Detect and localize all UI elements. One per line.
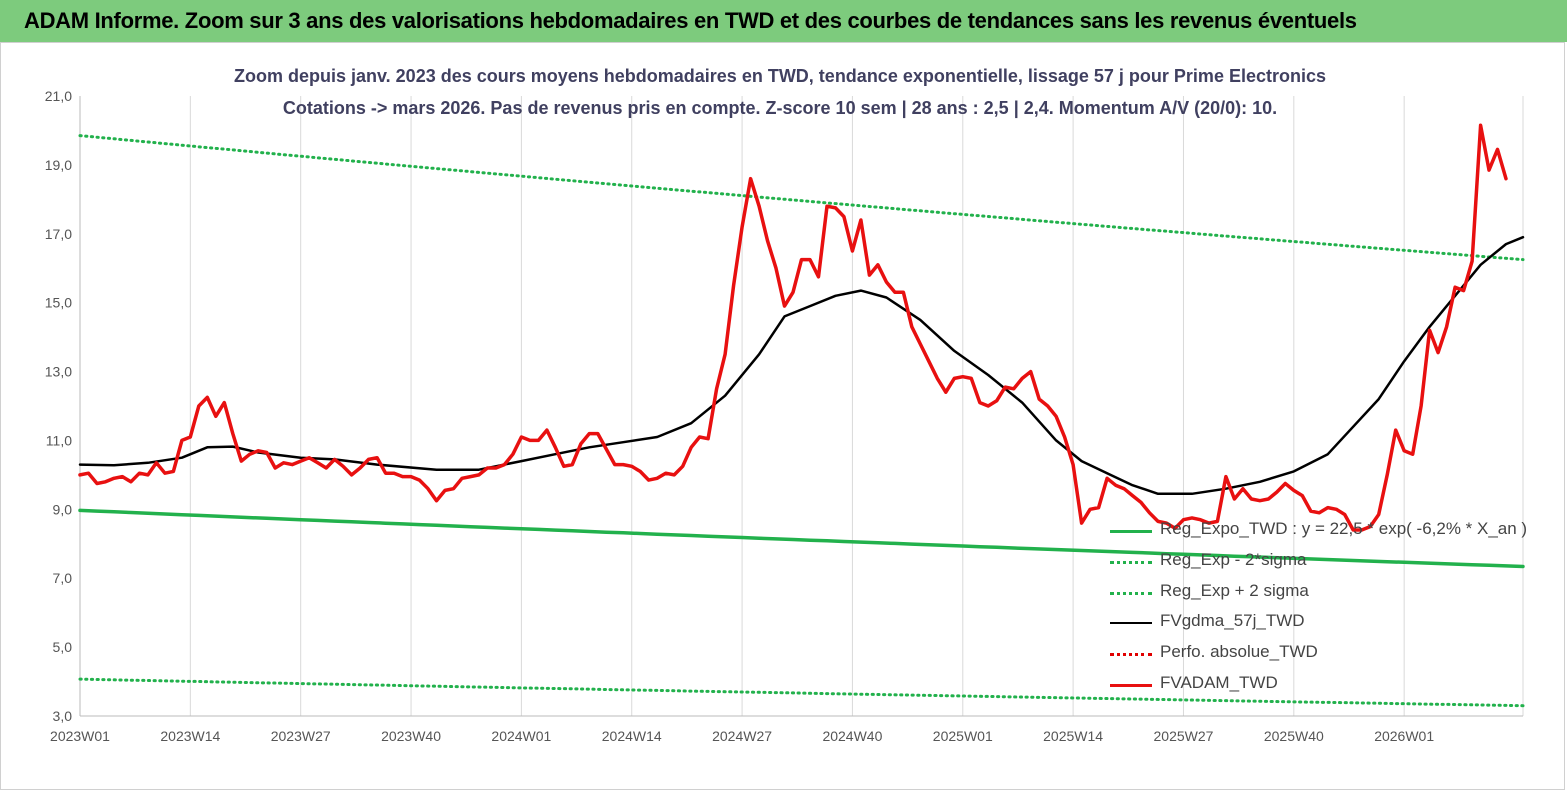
reg-expo-line [78,508,1525,569]
y-tick-label: 9,0 [53,501,73,517]
reg-plus-2sigma-line [78,134,1525,262]
x-tick-label: 2024W27 [712,728,772,744]
legend-item: Reg_Expo_TWD : y = 22,5 * exp( -6,2% * X… [1106,518,1527,549]
chart-frame [0,42,1565,790]
y-tick-label: 3,0 [53,708,73,724]
legend-swatch [1110,530,1152,533]
legend-label: Reg_Expo_TWD : y = 22,5 * exp( -6,2% * X… [1160,519,1528,538]
y-tick-label: 7,0 [53,570,73,586]
legend-item: FVADAM_TWD [1106,672,1446,703]
x-tick-label: 2024W40 [822,728,882,744]
x-tick-label: 2023W40 [381,728,441,744]
reg-minus-2sigma-line [78,677,1525,708]
y-tick-label: 21,0 [45,88,72,104]
y-tick-label: 19,0 [45,157,72,173]
x-tick-label: 2026W01 [1374,728,1434,744]
legend-swatch [1110,591,1152,595]
x-tick-label: 2023W14 [160,728,220,744]
legend-item: Perfo. absolue_TWD [1106,641,1446,672]
x-tick-label: 2023W01 [50,728,110,744]
x-tick-label: 2025W40 [1264,728,1324,744]
x-tick-label: 2025W14 [1043,728,1103,744]
legend-label: Perfo. absolue_TWD [1160,642,1318,662]
legend-label: Reg_Exp - 2*sigma [1160,549,1307,569]
y-tick-label: 15,0 [45,295,72,311]
x-tick-label: 2023W27 [271,728,331,744]
y-tick-label: 11,0 [46,432,72,448]
legend-swatch [1110,653,1152,657]
y-tick-label: 5,0 [53,639,73,655]
legend-swatch [1110,560,1152,564]
report-title: ADAM Informe. Zoom sur 3 ans des valoris… [24,8,1357,33]
y-tick-label: 13,0 [45,364,72,380]
legend-label: FVgdma_57j_TWD [1160,611,1305,631]
legend-swatch [1110,683,1152,687]
legend-item: Reg_Exp - 2*sigma [1106,549,1446,580]
report-banner: ADAM Informe. Zoom sur 3 ans des valoris… [0,0,1567,42]
fvadam-line [78,123,1508,532]
legend-item: Reg_Exp + 2 sigma [1106,580,1446,611]
legend-item: FVgdma_57j_TWD [1106,610,1446,641]
chart-legend: Reg_Expo_TWD : y = 22,5 * exp( -6,2% * X… [1106,518,1527,703]
x-tick-label: 2024W14 [602,728,662,744]
legend-label: Reg_Exp + 2 sigma [1160,580,1309,600]
chart-title: Zoom depuis janv. 2023 des cours moyens … [233,66,1326,86]
legend-label: FVADAM_TWD [1160,672,1278,692]
chart-subtitle: Cotations -> mars 2026. Pas de revenus p… [282,98,1278,118]
x-tick-label: 2025W27 [1154,728,1214,744]
y-tick-label: 17,0 [45,226,72,242]
x-tick-label: 2025W01 [933,728,993,744]
x-tick-label: 2024W01 [491,728,551,744]
fvgdma-57j-line [78,235,1525,496]
legend-swatch [1110,622,1152,625]
